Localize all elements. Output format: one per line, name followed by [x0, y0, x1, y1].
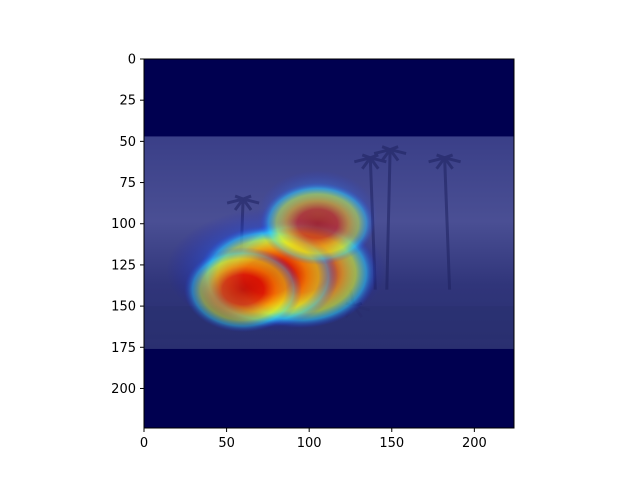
activation-peak — [260, 182, 375, 265]
palm-frond — [436, 153, 446, 160]
palm-frond — [361, 153, 371, 160]
y-tick-label: 50 — [119, 135, 136, 150]
palm-frond — [389, 145, 399, 152]
plot-area — [144, 59, 514, 428]
palm-frond — [389, 148, 407, 156]
palm-frond — [388, 148, 400, 162]
y-tick-label: 75 — [119, 176, 136, 191]
palm-frond — [369, 156, 387, 164]
x-axis: 0 50 100 150 200 — [140, 428, 487, 451]
x-tick-label: 150 — [379, 436, 404, 451]
y-tick-label: 0 — [128, 53, 136, 68]
y-tick-label: 125 — [111, 258, 136, 273]
y-tick-label: 25 — [119, 94, 136, 109]
palm-frond — [242, 194, 252, 201]
palm-frond — [381, 145, 391, 152]
x-tick-label: 200 — [462, 436, 487, 451]
y-tick-label: 175 — [111, 341, 136, 356]
palm-frond — [353, 156, 371, 164]
y-tick-label: 150 — [111, 300, 136, 315]
palm-frond — [373, 148, 391, 156]
x-tick-label: 0 — [140, 436, 148, 451]
x-tick-label: 50 — [218, 436, 235, 451]
axes-frame — [143, 58, 515, 429]
palm-frond — [226, 197, 244, 205]
palm-frond — [369, 156, 380, 170]
palm-frond — [428, 156, 445, 164]
y-tick-label: 100 — [111, 217, 136, 232]
palm-frond — [443, 156, 454, 170]
palm-frond — [444, 153, 454, 160]
x-tick-label: 100 — [297, 436, 322, 451]
y-axis: 0 25 50 75 100 125 150 175 200 — [111, 53, 144, 397]
activation-peak — [184, 247, 303, 333]
palm-frond — [241, 198, 253, 211]
palm-frond — [242, 197, 260, 205]
palm-frond — [444, 156, 461, 164]
palm-trunk — [443, 157, 452, 290]
palm-frond — [234, 194, 244, 201]
palm-frond — [369, 153, 379, 160]
palm-trunk — [385, 149, 392, 290]
y-tick-label: 200 — [111, 382, 136, 397]
